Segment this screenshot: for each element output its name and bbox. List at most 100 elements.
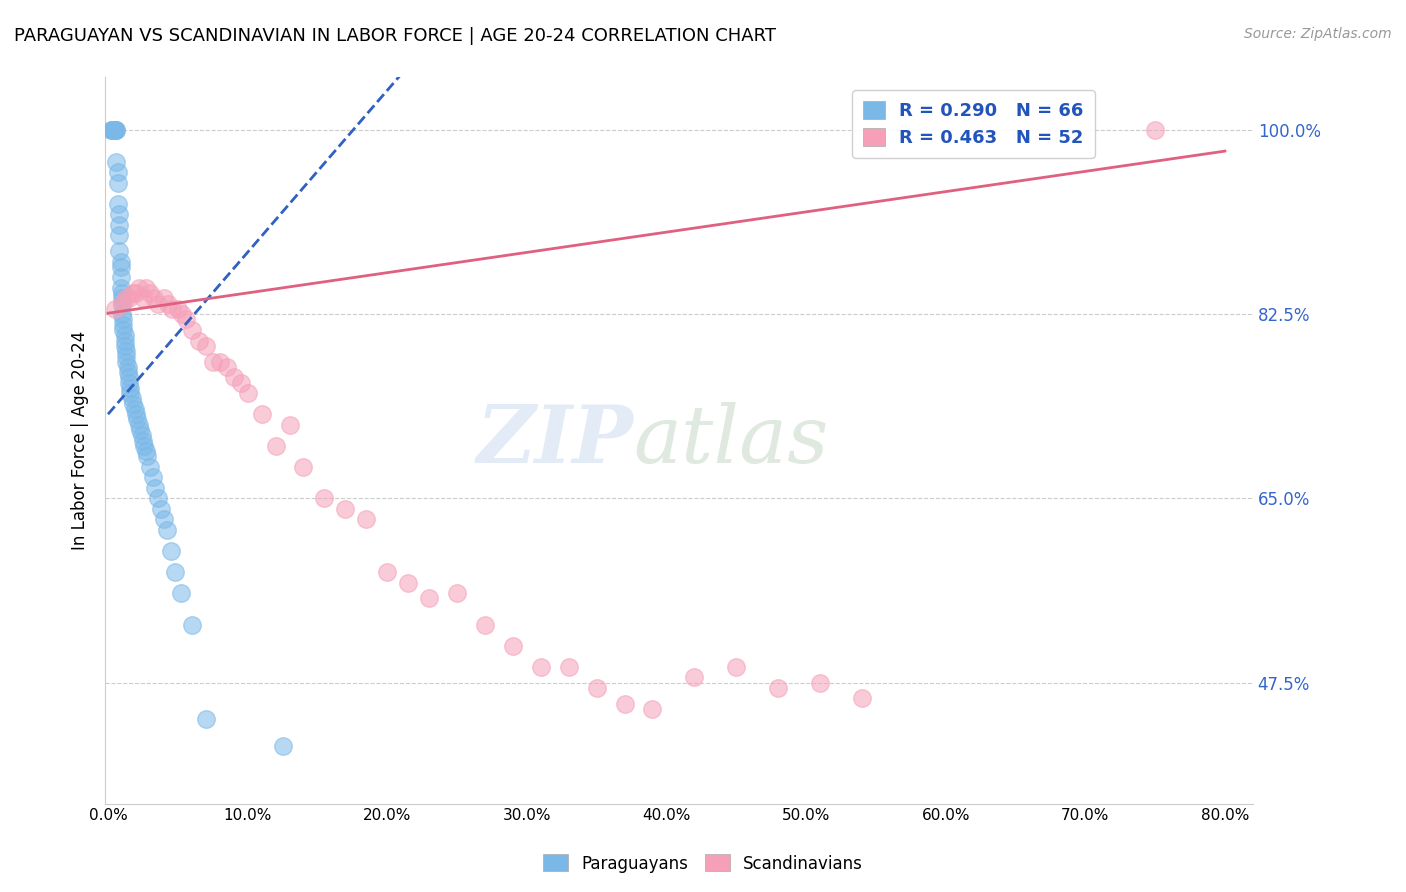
Point — [683, 670, 706, 684]
Point — [114, 334, 136, 348]
Point — [446, 586, 468, 600]
Point — [131, 428, 153, 442]
Point — [101, 123, 124, 137]
Point — [112, 323, 135, 337]
Point — [129, 423, 152, 437]
Point — [530, 660, 553, 674]
Point — [208, 354, 231, 368]
Point — [194, 713, 217, 727]
Point — [502, 639, 524, 653]
Point — [145, 481, 167, 495]
Point — [187, 334, 209, 348]
Point — [107, 176, 129, 190]
Point — [194, 339, 217, 353]
Point — [108, 218, 131, 232]
Point — [110, 281, 132, 295]
Point — [135, 444, 157, 458]
Point — [264, 439, 287, 453]
Point — [808, 675, 831, 690]
Point — [766, 681, 789, 695]
Point — [135, 281, 157, 295]
Point — [222, 370, 245, 384]
Point — [125, 286, 148, 301]
Point — [120, 381, 142, 395]
Point — [128, 417, 150, 432]
Point — [139, 286, 162, 301]
Point — [143, 292, 166, 306]
Point — [110, 254, 132, 268]
Point — [229, 376, 252, 390]
Point — [157, 296, 180, 310]
Point — [118, 376, 141, 390]
Point — [174, 312, 197, 326]
Point — [114, 339, 136, 353]
Point — [613, 697, 636, 711]
Point — [111, 307, 134, 321]
Point — [725, 660, 748, 674]
Point — [124, 401, 146, 416]
Point — [166, 301, 188, 316]
Point — [111, 286, 134, 301]
Text: atlas: atlas — [633, 401, 828, 479]
Point — [148, 491, 170, 506]
Point — [112, 312, 135, 326]
Point — [139, 459, 162, 474]
Point — [125, 407, 148, 421]
Point — [418, 591, 440, 606]
Point — [121, 392, 143, 406]
Point — [153, 512, 176, 526]
Point — [103, 123, 125, 137]
Point — [134, 439, 156, 453]
Point — [128, 281, 150, 295]
Point — [250, 407, 273, 421]
Point — [396, 575, 419, 590]
Point — [115, 292, 138, 306]
Point — [641, 702, 664, 716]
Point — [851, 691, 873, 706]
Point — [1144, 123, 1167, 137]
Point — [163, 565, 186, 579]
Point — [108, 207, 131, 221]
Point — [110, 270, 132, 285]
Point — [201, 354, 224, 368]
Point — [132, 292, 155, 306]
Point — [474, 617, 496, 632]
Point — [107, 165, 129, 179]
Point — [101, 123, 124, 137]
Point — [117, 359, 139, 374]
Point — [356, 512, 378, 526]
Point — [111, 296, 134, 310]
Point — [236, 386, 259, 401]
Point — [120, 386, 142, 401]
Point — [136, 450, 159, 464]
Point — [118, 370, 141, 384]
Point — [375, 565, 398, 579]
Point — [180, 617, 202, 632]
Point — [111, 292, 134, 306]
Point — [105, 123, 128, 137]
Point — [118, 292, 141, 306]
Point — [160, 301, 183, 316]
Point — [170, 307, 193, 321]
Point — [105, 154, 128, 169]
Text: Source: ZipAtlas.com: Source: ZipAtlas.com — [1244, 27, 1392, 41]
Point — [105, 123, 128, 137]
Point — [112, 318, 135, 332]
Point — [335, 502, 357, 516]
Y-axis label: In Labor Force | Age 20-24: In Labor Force | Age 20-24 — [72, 331, 89, 550]
Point — [104, 123, 127, 137]
Point — [215, 359, 238, 374]
Point — [585, 681, 607, 695]
Point — [153, 292, 176, 306]
Point — [122, 286, 145, 301]
Point — [100, 123, 122, 137]
Point — [558, 660, 581, 674]
Point — [104, 123, 127, 137]
Point — [104, 301, 127, 316]
Point — [142, 470, 165, 484]
Legend: R = 0.290   N = 66, R = 0.463   N = 52: R = 0.290 N = 66, R = 0.463 N = 52 — [852, 90, 1095, 158]
Point — [132, 434, 155, 448]
Point — [148, 296, 170, 310]
Point — [122, 397, 145, 411]
Legend: Paraguayans, Scandinavians: Paraguayans, Scandinavians — [536, 847, 870, 880]
